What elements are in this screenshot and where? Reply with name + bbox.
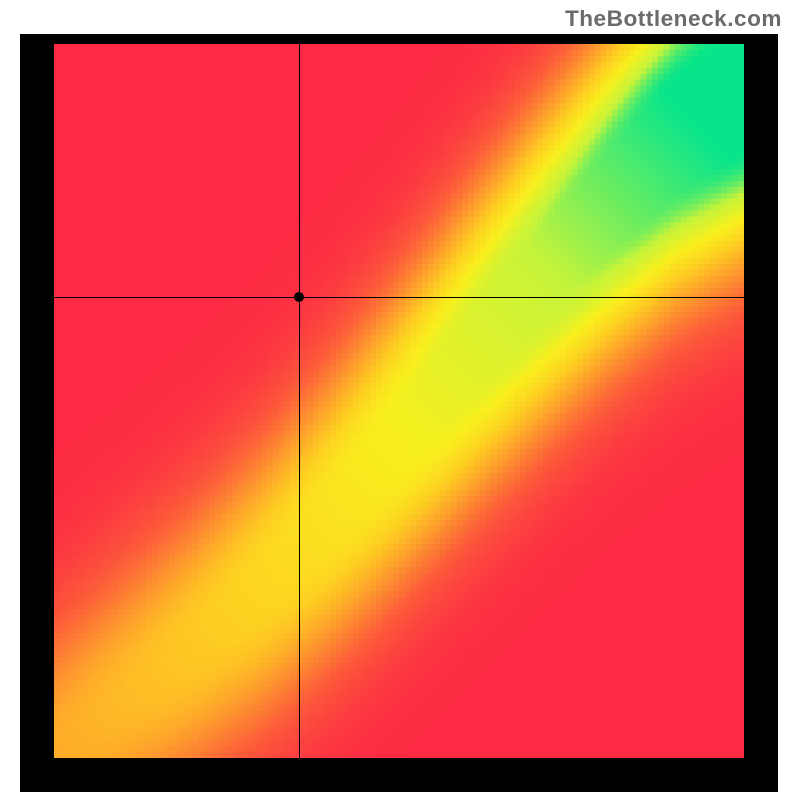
- selection-marker: [294, 292, 304, 302]
- bottleneck-heatmap: [54, 44, 744, 758]
- crosshair-horizontal: [54, 297, 744, 298]
- crosshair-vertical: [299, 44, 300, 758]
- figure-frame: TheBottleneck.com: [0, 0, 800, 800]
- watermark-text: TheBottleneck.com: [565, 6, 782, 32]
- plot-outer-box: [20, 34, 778, 792]
